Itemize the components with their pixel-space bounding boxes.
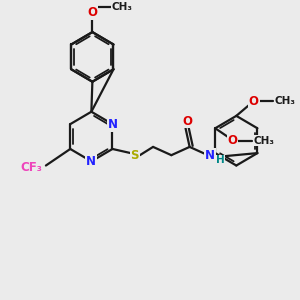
Text: CF₃: CF₃ [20,161,42,174]
Text: N: N [205,149,215,162]
Text: CH₃: CH₃ [254,136,275,146]
Text: O: O [183,115,193,128]
Text: H: H [216,155,225,165]
Text: S: S [130,149,139,162]
Text: O: O [87,6,98,19]
Text: N: N [107,118,118,130]
Text: CH₃: CH₃ [112,2,133,12]
Text: N: N [86,155,96,168]
Text: O: O [227,134,238,147]
Text: O: O [249,95,259,108]
Text: CH₃: CH₃ [275,96,296,106]
